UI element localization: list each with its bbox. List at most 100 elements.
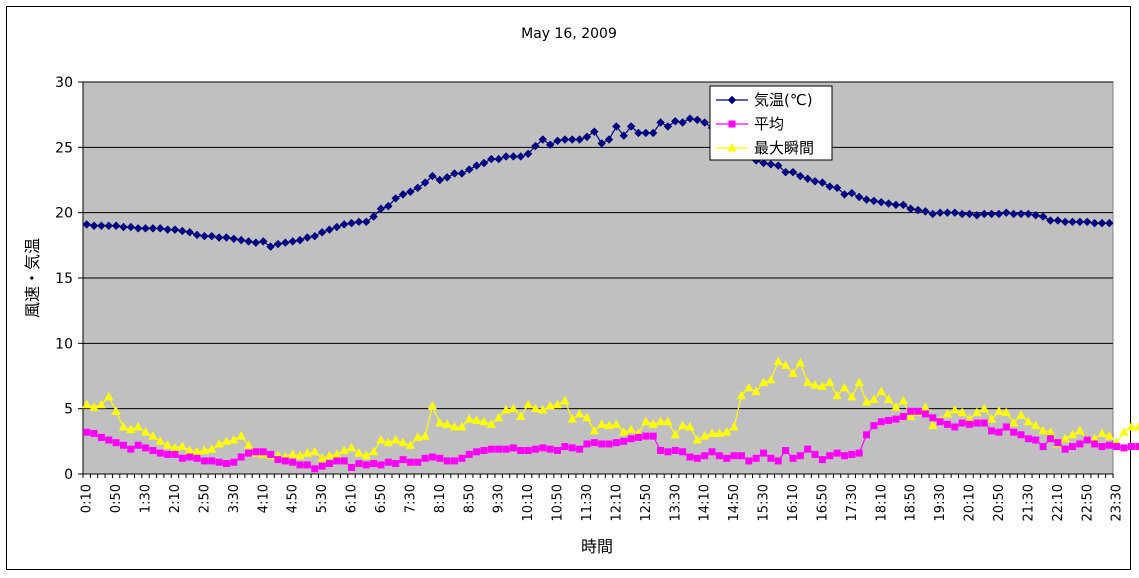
average-wind-point (796, 452, 804, 460)
average-wind-point (723, 454, 731, 462)
max-gust-point (582, 412, 592, 422)
temperature-point (685, 114, 695, 123)
max-gust-point (1075, 425, 1085, 435)
x-tick-label: 2:50 (197, 484, 212, 513)
temperature-point (928, 209, 937, 219)
max-gust-point (597, 419, 607, 428)
temperature-point (325, 225, 334, 234)
average-wind-point (598, 440, 606, 448)
average-wind-point (885, 416, 893, 424)
temperature-point (141, 224, 150, 233)
x-tick-label: 4:50 (286, 484, 301, 513)
average-wind-point (642, 432, 650, 440)
temperature-point (251, 238, 261, 247)
temperature-point (170, 225, 180, 234)
max-gust-point (1104, 431, 1114, 440)
max-gust-point (700, 431, 710, 440)
average-wind-point (178, 454, 186, 462)
average-wind-point (531, 445, 539, 453)
x-tick-label: 6:50 (374, 484, 389, 513)
average-wind-point (370, 460, 378, 468)
max-gust-point (883, 394, 894, 404)
average-wind-point (112, 439, 120, 447)
x-tick-label: 12:10 (609, 484, 624, 521)
average-wind-point (171, 450, 179, 458)
temperature-point (921, 207, 930, 216)
average-wind-point (693, 454, 701, 462)
average-wind-point (1002, 423, 1010, 431)
x-tick-label: 3:30 (227, 484, 242, 513)
max-gust-point (96, 399, 107, 409)
temperature-point (266, 242, 275, 251)
max-gust-point (920, 402, 931, 411)
max-gust-point (405, 440, 416, 449)
temperature-point (398, 190, 408, 199)
temperature-point (590, 127, 599, 136)
max-gust-point (1067, 429, 1078, 439)
average-wind-point (833, 449, 841, 457)
temperature-point (560, 135, 570, 144)
average-wind-point (392, 460, 400, 468)
temperature-point (604, 135, 614, 144)
average-wind-point (737, 452, 745, 460)
max-gust-point (207, 444, 217, 453)
max-gust-point (567, 414, 577, 423)
temperature-point (656, 118, 665, 127)
max-gust-point (494, 412, 504, 422)
max-gust-point (545, 401, 555, 410)
temperature-point (796, 171, 805, 181)
average-wind-point (1083, 436, 1091, 444)
max-gust-point (148, 431, 158, 440)
temperature-point (980, 209, 989, 219)
x-tick-label: 7:30 (403, 484, 418, 513)
temperature-point (678, 118, 687, 127)
average-wind-point (465, 450, 473, 458)
average-wind-point (1105, 441, 1113, 449)
average-wind-point (1024, 435, 1032, 443)
max-gust-point (758, 377, 769, 387)
average-wind-point (1061, 445, 1069, 453)
temperature-point (494, 154, 503, 164)
average-wind-point (274, 456, 282, 464)
average-wind-point (127, 445, 135, 453)
average-wind-point (966, 420, 974, 428)
max-gust-point (383, 437, 393, 447)
y-tick-label: 30 (55, 75, 73, 91)
x-tick-label: 13:30 (668, 484, 683, 521)
max-gust-point (869, 394, 879, 404)
average-wind-point (149, 446, 157, 454)
x-tick-label: 18:50 (904, 484, 919, 521)
max-gust-point (847, 391, 857, 401)
average-wind-point (524, 446, 532, 454)
average-wind-point (730, 452, 738, 460)
temperature-point (671, 116, 680, 126)
max-gust-point (229, 434, 239, 444)
temperature-point (347, 218, 356, 228)
average-wind-point (605, 440, 613, 448)
temperature-point (869, 196, 879, 206)
temperature-point (538, 135, 548, 144)
max-gust-point (346, 442, 357, 452)
average-wind-point (988, 427, 996, 435)
max-gust-point (663, 416, 673, 426)
average-wind-point (708, 448, 716, 456)
temperature-point (457, 169, 467, 178)
x-tick-label: 5:30 (315, 484, 330, 513)
y-tick-label: 0 (64, 467, 73, 483)
max-gust-point (449, 421, 460, 431)
max-gust-point (302, 448, 313, 457)
temperature-point (634, 128, 643, 138)
temperature-point (413, 183, 422, 193)
temperature-point (700, 118, 709, 127)
average-wind-point (164, 450, 172, 458)
average-wind-point (222, 460, 230, 468)
temperature-point (472, 161, 481, 170)
temperature-point (97, 221, 106, 230)
temperature-point (641, 128, 651, 138)
y-tick-label: 15 (55, 271, 73, 287)
temperature-point (781, 167, 790, 177)
temperature-point (626, 122, 636, 131)
max-gust-point (501, 404, 511, 414)
x-axis-title: 時間 (581, 537, 613, 556)
max-gust-point (89, 402, 99, 411)
